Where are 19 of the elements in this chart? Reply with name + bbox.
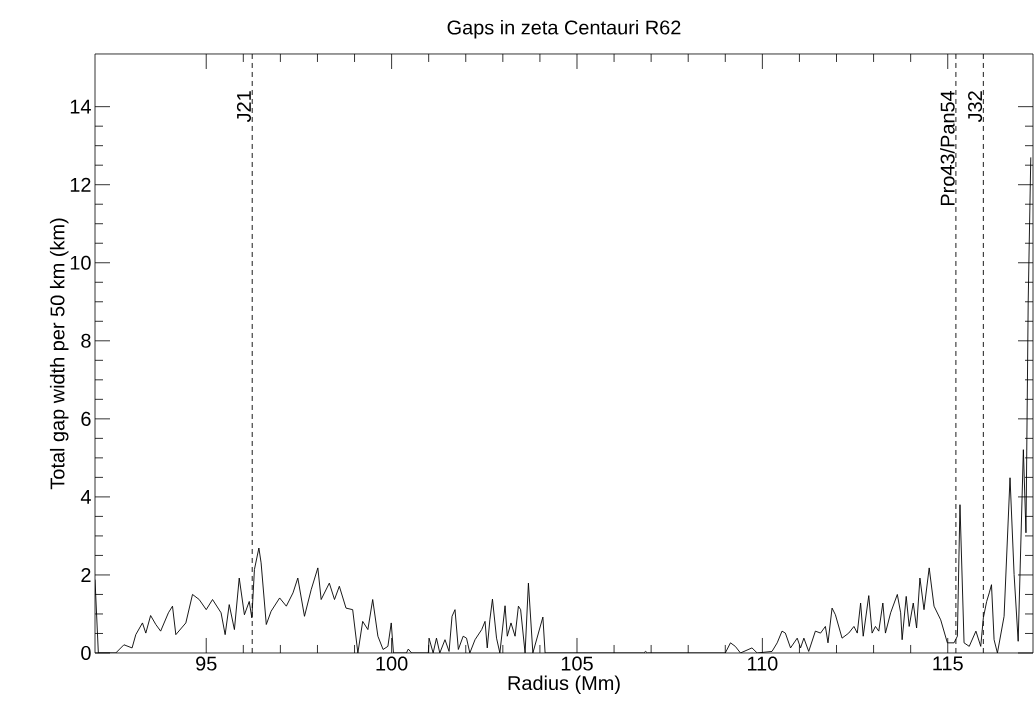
y-axis-title: Total gap width per 50 km (km) [49,218,69,490]
x-tick-label: 95 [196,656,217,671]
y-tick-label: 14 [70,99,91,114]
y-tick-label: 8 [81,333,91,348]
x-tick-label: 115 [933,656,963,671]
y-tick-label: 4 [80,490,91,504]
y-tick-label: 6 [81,411,91,426]
y-tick-label: 0 [81,645,91,661]
y-tick-label: 10 [70,255,91,270]
ref-line-label: Pro43/Pan54 [940,90,955,205]
x-axis-title: Radius (Mm) [508,675,620,695]
y-tick-label: 2 [81,567,91,582]
x-tick-label: 100 [376,656,408,671]
y-tick-label: 12 [70,177,91,192]
ref-line-label: J32 [968,91,983,123]
x-tick-label: 110 [747,656,778,671]
ref-line-label: J21 [236,91,251,123]
chart-title: Gaps in zeta Centauri R62 [447,19,681,39]
x-tick-label: 105 [561,656,593,671]
